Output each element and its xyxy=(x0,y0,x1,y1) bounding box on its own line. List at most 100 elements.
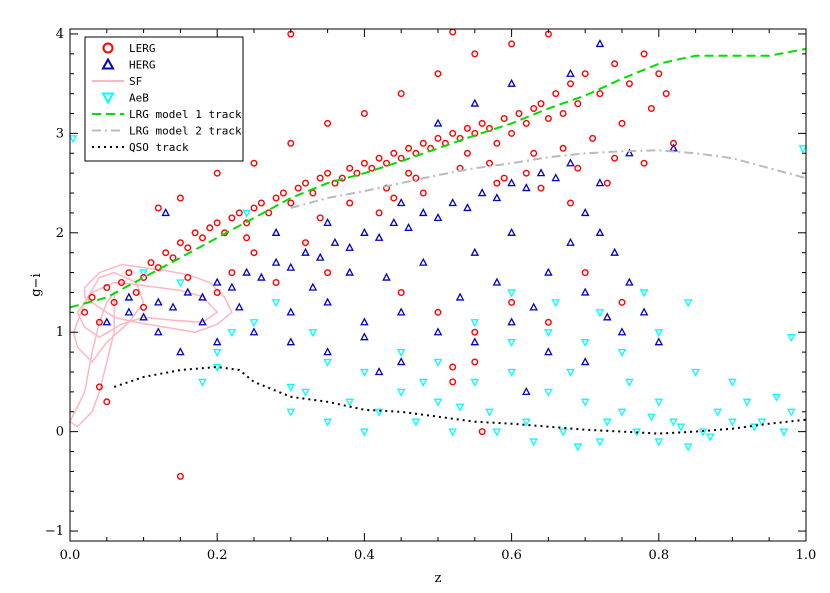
y-tick-label: −1 xyxy=(45,524,64,539)
herg-point xyxy=(396,198,406,207)
aeb-point xyxy=(683,299,693,308)
lerg-point xyxy=(243,219,251,227)
aeb-point xyxy=(411,418,421,427)
aeb-point xyxy=(139,269,148,278)
legend-label-herg: HERG xyxy=(129,59,156,72)
herg-point xyxy=(602,312,612,321)
herg-point xyxy=(323,297,332,306)
lerg-point xyxy=(390,194,398,202)
aeb-point xyxy=(212,348,222,357)
lerg-point xyxy=(103,398,111,406)
aeb-point xyxy=(507,339,516,348)
lerg-point xyxy=(405,169,413,177)
x-axis-label: z xyxy=(435,571,442,586)
lerg-point xyxy=(324,169,332,177)
aeb-point xyxy=(798,145,808,154)
aeb-point xyxy=(632,428,642,437)
lerg-point xyxy=(611,154,619,162)
lerg-point xyxy=(463,149,471,157)
lerg-point xyxy=(154,204,162,212)
aeb-point xyxy=(433,398,443,407)
lerg-point xyxy=(265,209,273,217)
sf-contour-3 xyxy=(72,271,145,364)
aeb-point xyxy=(713,408,722,417)
aeb-point xyxy=(396,388,406,397)
herg-point xyxy=(580,357,590,366)
lerg-point xyxy=(184,244,192,252)
herg-point xyxy=(139,312,148,321)
lerg-point xyxy=(213,169,221,177)
lerg-point xyxy=(478,119,486,127)
lerg-point xyxy=(589,134,597,142)
lerg-point xyxy=(618,298,626,306)
herg-point xyxy=(330,237,340,246)
lerg-point xyxy=(176,472,184,480)
aeb-point xyxy=(433,358,443,367)
herg-point xyxy=(507,317,516,326)
sf-contour-0 xyxy=(83,263,233,333)
herg-point xyxy=(345,267,354,276)
herg-point xyxy=(308,282,318,291)
aeb-point xyxy=(227,329,237,338)
x-tick-label: 0.0 xyxy=(60,548,81,563)
herg-point xyxy=(301,247,310,256)
herg-point xyxy=(396,357,406,366)
lerg-point xyxy=(544,114,552,122)
aeb-point xyxy=(595,309,605,318)
aeb-point xyxy=(485,408,494,417)
herg-point xyxy=(551,173,561,182)
herg-point xyxy=(360,227,369,236)
lerg-point xyxy=(419,139,427,147)
lerg-point xyxy=(603,179,611,187)
herg-point xyxy=(396,307,406,316)
aeb-point xyxy=(301,388,310,397)
lerg-point xyxy=(309,189,317,197)
aeb-point xyxy=(617,348,627,357)
lerg-point xyxy=(530,104,538,112)
herg-point xyxy=(198,317,207,326)
lerg-point xyxy=(324,269,332,277)
lerg-point xyxy=(250,204,258,212)
lerg-point xyxy=(567,80,575,88)
herg-point xyxy=(124,307,134,316)
lerg-point xyxy=(625,80,633,88)
lerg-point xyxy=(419,189,427,197)
lerg-point xyxy=(471,328,479,336)
lerg-point xyxy=(383,159,391,167)
herg-point xyxy=(595,227,605,236)
lerg-point xyxy=(250,159,258,167)
lerg-point xyxy=(250,249,258,257)
aeb-point xyxy=(68,135,78,144)
lerg-point xyxy=(228,214,236,222)
herg-point xyxy=(507,227,516,236)
aeb-point xyxy=(639,289,649,298)
herg-point xyxy=(654,337,664,346)
lerg-point xyxy=(213,219,221,227)
herg-point xyxy=(176,347,185,356)
aeb-point xyxy=(176,279,185,288)
herg-point-layer xyxy=(102,39,678,396)
aeb-point xyxy=(544,388,553,397)
sf-contour-2 xyxy=(69,290,115,428)
lerg-point xyxy=(640,50,648,58)
lerg-point xyxy=(302,179,310,187)
lerg-point xyxy=(213,289,221,297)
herg-point xyxy=(242,267,251,276)
lerg-point xyxy=(478,428,486,436)
lerg-point xyxy=(471,50,479,58)
lerg-point xyxy=(574,164,582,172)
herg-point xyxy=(455,292,465,301)
aeb-point xyxy=(448,428,458,437)
herg-point xyxy=(566,158,575,167)
lerg-point xyxy=(581,70,589,78)
lerg-point xyxy=(287,199,295,207)
lerg-point xyxy=(449,28,457,36)
herg-point xyxy=(286,262,296,271)
aeb-point xyxy=(308,329,318,338)
herg-point xyxy=(271,227,281,236)
lerg-point xyxy=(662,90,670,98)
lerg-point xyxy=(537,184,545,192)
herg-point xyxy=(323,217,332,227)
herg-point xyxy=(374,232,384,241)
aeb-point xyxy=(786,408,796,417)
